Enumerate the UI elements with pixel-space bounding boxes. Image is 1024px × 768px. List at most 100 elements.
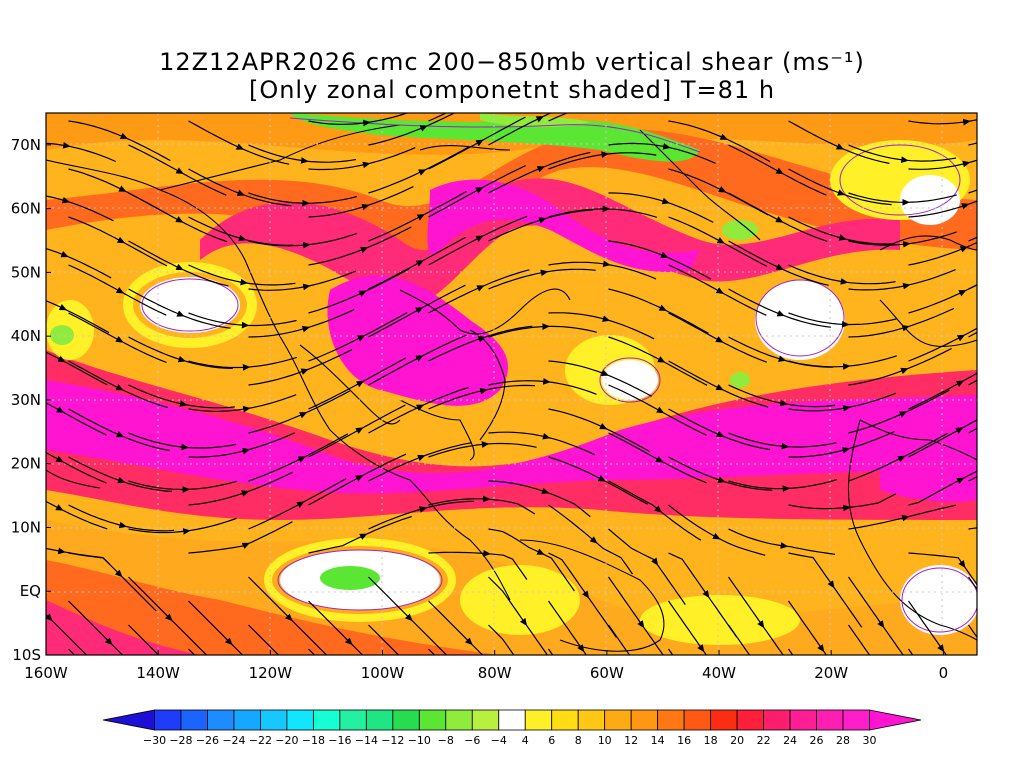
streamline-arrow	[115, 336, 124, 343]
colorbar-label: −6	[464, 734, 480, 747]
streamline-arrow	[419, 125, 428, 132]
colorbar-swatch	[180, 709, 208, 731]
streamline-arrow	[775, 167, 784, 175]
streamline-arrow	[775, 263, 784, 270]
latitude-labels: 70N 60N 50N 40N 30N 20N 10N EQ 10S	[11, 136, 51, 664]
colorbar-swatch	[418, 709, 447, 731]
colorbar-label: 4	[522, 734, 529, 747]
streamline-arrow	[757, 620, 765, 629]
streamline-arrow	[902, 240, 911, 248]
streamline-arrow	[404, 613, 413, 622]
streamline-arrow	[46, 613, 53, 622]
streamline-arrow	[780, 542, 789, 549]
streamline-arrow	[475, 187, 484, 194]
streamline-arrow	[118, 521, 127, 529]
streamline-arrow	[840, 278, 849, 285]
lat-label: 10N	[11, 518, 41, 536]
streamline-arrow	[702, 590, 710, 599]
streamline-arrow	[179, 400, 188, 407]
colorbar-swatch	[312, 709, 341, 731]
streamline-arrow	[114, 569, 123, 578]
lon-label: 120W	[249, 664, 293, 682]
streamline-arrow	[962, 118, 971, 126]
colorbar-label: 10	[598, 734, 612, 747]
streamline-arrow	[842, 405, 851, 412]
lat-label: 50N	[11, 263, 41, 281]
streamline-arrow	[715, 336, 724, 343]
streamline-arrow	[175, 216, 184, 223]
streamline-arrow	[540, 269, 549, 277]
streamline	[488, 624, 515, 655]
streamline-arrow	[1017, 357, 1021, 359]
streamline-arrow	[536, 548, 545, 555]
streamline-arrow	[827, 580, 835, 589]
colorbar-swatch	[657, 709, 685, 731]
streamline-arrow	[538, 217, 547, 224]
colorbar-label: 18	[704, 734, 718, 747]
streamline-arrow	[56, 406, 65, 413]
streamline-arrow	[661, 197, 670, 205]
streamline-arrow	[1000, 622, 1003, 626]
colorbar-swatch	[710, 709, 738, 731]
streamline-arrow	[940, 694, 943, 698]
streamline-arrow	[837, 189, 846, 196]
streamline-arrow	[582, 590, 590, 599]
streamline-arrow	[415, 307, 424, 314]
streamline-arrow	[55, 455, 64, 463]
colorbar-label: −12	[381, 734, 404, 747]
streamline-arrow	[779, 399, 788, 407]
streamline-arrow	[476, 285, 485, 292]
streamline-arrow	[1018, 215, 1022, 217]
streamline-arrow	[1019, 457, 1024, 459]
streamline-arrow	[347, 688, 351, 692]
colorbar-swatch	[102, 709, 155, 731]
colorbar-swatch	[445, 709, 473, 731]
streamline-arrow	[344, 637, 353, 646]
streamline-arrow	[57, 355, 66, 363]
streamline-arrow	[961, 203, 970, 210]
colorbar-swatch	[763, 709, 791, 731]
lat-label: 40N	[11, 327, 41, 345]
lat-label: 60N	[11, 200, 41, 218]
lat-label: 30N	[11, 391, 41, 409]
streamline-arrow	[417, 454, 426, 462]
streamline-arrow	[115, 286, 125, 294]
streamline-arrow	[107, 688, 111, 692]
streamline-arrow	[58, 303, 68, 311]
lat-label: 20N	[11, 455, 41, 473]
streamline-arrow	[651, 557, 659, 566]
colorbar-swatch	[736, 709, 764, 731]
colorbar-swatch	[154, 709, 182, 731]
colorbar-label: 20	[730, 734, 744, 747]
streamlines	[46, 113, 1024, 698]
streamline-arrow	[360, 246, 369, 254]
streamline	[848, 624, 871, 655]
streamline-arrow	[467, 688, 471, 692]
streamline-arrow	[776, 310, 785, 317]
streamline-arrow	[176, 310, 185, 317]
streamline-arrow	[897, 455, 906, 463]
streamline-arrow	[302, 241, 311, 249]
streamline-arrow	[838, 234, 847, 241]
streamline-arrow	[55, 504, 64, 511]
streamline-arrow	[901, 324, 910, 332]
colorbar-swatch	[339, 709, 367, 731]
streamline-arrow	[359, 533, 368, 540]
streamline-arrow	[715, 383, 724, 391]
lon-label: 80W	[478, 664, 512, 682]
streamline-arrow	[415, 404, 425, 411]
map-frame	[45, 112, 978, 656]
lon-label: 100W	[361, 664, 405, 682]
streamline-arrow	[104, 637, 113, 646]
colorbar-swatch	[551, 709, 579, 731]
streamline-arrow	[1017, 308, 1021, 310]
streamline-arrow	[415, 260, 424, 267]
streamline-arrow	[640, 670, 643, 674]
streamline-arrow	[589, 536, 598, 544]
streamline-arrow	[535, 116, 544, 123]
streamline-arrow	[601, 151, 610, 159]
colorbar-label: 6	[548, 734, 555, 747]
streamline-arrow	[240, 278, 249, 286]
streamline-arrow	[164, 613, 173, 622]
streamline-arrow	[1019, 170, 1024, 172]
